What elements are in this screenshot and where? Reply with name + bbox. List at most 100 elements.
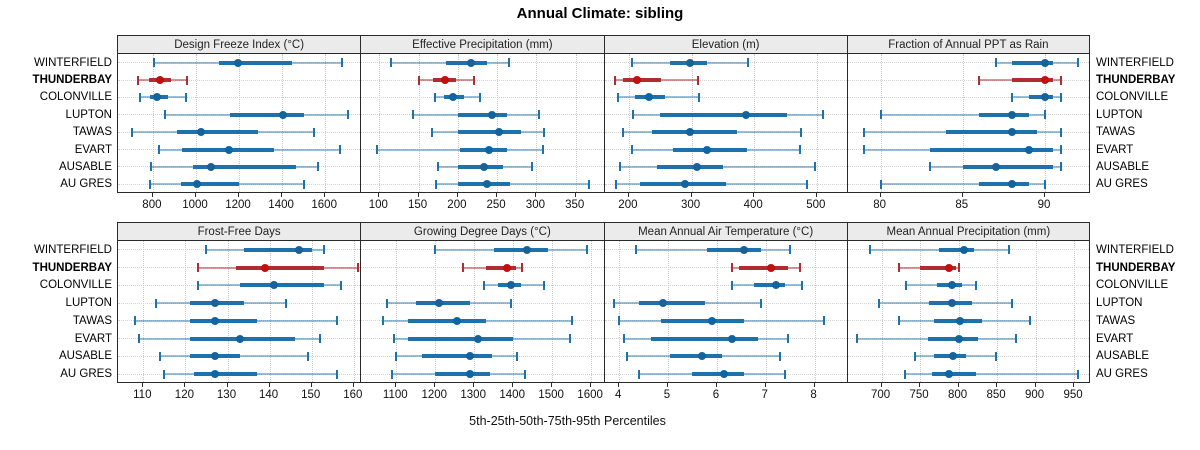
percentile-bar-25-75 [692, 372, 744, 377]
row-label-right: TAWAS [1096, 314, 1136, 327]
vertical-gridline [143, 241, 145, 382]
axis-tick-label: 800 [948, 389, 968, 401]
axis-tick [268, 383, 270, 387]
axis-tick-label: 5 [663, 389, 671, 401]
vertical-gridline [691, 54, 693, 192]
median-dot [269, 281, 278, 290]
row-gridline [847, 62, 1089, 64]
axis-tick-label: 1000 [182, 199, 208, 211]
median-dot [467, 58, 476, 67]
row-label-left: WINTERFIELD [34, 243, 112, 256]
row-label-left: TAWAS [72, 126, 112, 139]
whisker-end-cap [323, 245, 326, 255]
axis-tick [1044, 193, 1045, 197]
row-label-right: LUPTON [1096, 297, 1143, 310]
whisker-end-cap [375, 145, 378, 155]
whisker-end-cap [1076, 58, 1079, 68]
panel-plot [360, 54, 605, 193]
whisker-end-cap [531, 162, 534, 172]
axis-tick [324, 193, 326, 197]
whisker-end-cap [478, 92, 481, 102]
axis-tick-label: 1400 [268, 199, 294, 211]
vertical-gridline [536, 54, 538, 192]
median-dot [991, 162, 1000, 171]
row-gridline [847, 355, 1089, 357]
vertical-gridline [575, 54, 577, 192]
vertical-gridline [379, 54, 381, 192]
whisker-end-cap [1076, 369, 1079, 379]
median-dot [295, 245, 304, 254]
whisker-end-cap [340, 280, 343, 290]
whisker-end-cap [336, 369, 338, 379]
axis-tick [753, 193, 755, 197]
whisker-end-cap [855, 334, 858, 344]
row-label-right: AU GRES [1096, 368, 1148, 381]
whisker-end-cap [786, 334, 789, 344]
row-label-left: COLONVILLE [39, 279, 112, 292]
row-gridline [604, 302, 847, 304]
whisker-end-cap [1060, 145, 1063, 155]
whisker-end-cap [313, 127, 316, 137]
axis-tick [996, 383, 998, 387]
row-gridline [604, 267, 847, 269]
whisker-end-cap [958, 263, 961, 273]
whisker-end-cap [621, 127, 624, 137]
row-label-left: WINTERFIELD [34, 56, 112, 69]
whisker-end-cap [1060, 162, 1063, 172]
vertical-gridline [1044, 54, 1046, 192]
axis-tick [496, 193, 498, 197]
percentile-bar-25-75 [235, 265, 325, 270]
percentile-bar-25-75 [407, 318, 486, 323]
row-label-left: EVART [74, 143, 112, 156]
panel-header: Mean Annual Air Temperature (°C) [603, 222, 848, 241]
median-dot [522, 245, 531, 254]
figure-title: Annual Climate: sibling [516, 5, 684, 22]
vertical-gridline [997, 241, 999, 382]
axis-tick [281, 193, 283, 197]
whisker-end-cap [430, 127, 433, 137]
axis-tick [627, 193, 629, 197]
whisker-end-cap [461, 263, 464, 273]
axis-tick-label: 120 [174, 389, 194, 401]
panel-title: Growing Degree Days (°C) [413, 225, 551, 238]
row-label-left: COLONVILLE [39, 91, 112, 104]
percentile-bar-25-75 [176, 130, 259, 135]
percentile-bar-25-75 [192, 164, 297, 169]
axis-tick-label: 90 [1037, 199, 1051, 211]
percentile-bar-25-75 [240, 283, 325, 288]
median-dot [465, 370, 474, 379]
whisker-end-cap [905, 280, 908, 290]
percentile-bar-25-75 [1028, 95, 1054, 100]
axis-tick [195, 193, 196, 197]
axis-tick [512, 383, 514, 387]
row-gridline [361, 249, 604, 251]
median-dot [727, 334, 736, 343]
vertical-gridline [591, 241, 593, 382]
whisker-end-cap [541, 145, 544, 155]
whisker-end-cap [516, 351, 519, 361]
axis-tick-label: 85 [955, 199, 969, 211]
whisker-end-cap [149, 162, 152, 172]
whisker-end-cap [897, 263, 900, 273]
median-dot [210, 370, 219, 379]
axis-tick-label: 250 [486, 199, 506, 211]
axis-tick-label: 100 [368, 199, 388, 211]
whisker-end-cap [158, 145, 161, 155]
whisker-end-cap [1060, 127, 1063, 137]
whisker-end-cap [357, 263, 359, 273]
whisker-end-cap [131, 127, 134, 137]
median-dot [156, 76, 164, 85]
percentile-bar-25-75 [244, 247, 312, 252]
median-dot [1024, 145, 1033, 154]
xaxis-title: 5th-25th-50th-75th-95th Percentiles [469, 414, 666, 428]
whisker-end-cap [159, 351, 162, 361]
vertical-gridline [418, 54, 420, 192]
whisker-end-cap [316, 162, 319, 172]
axis-tick [715, 383, 717, 387]
median-dot [703, 145, 712, 154]
vertical-gridline [282, 54, 284, 192]
row-label-left: THUNDERBAY [32, 74, 112, 87]
whisker-end-cap [434, 179, 437, 189]
whisker-end-cap [746, 58, 749, 68]
whisker-end-cap [523, 369, 526, 379]
